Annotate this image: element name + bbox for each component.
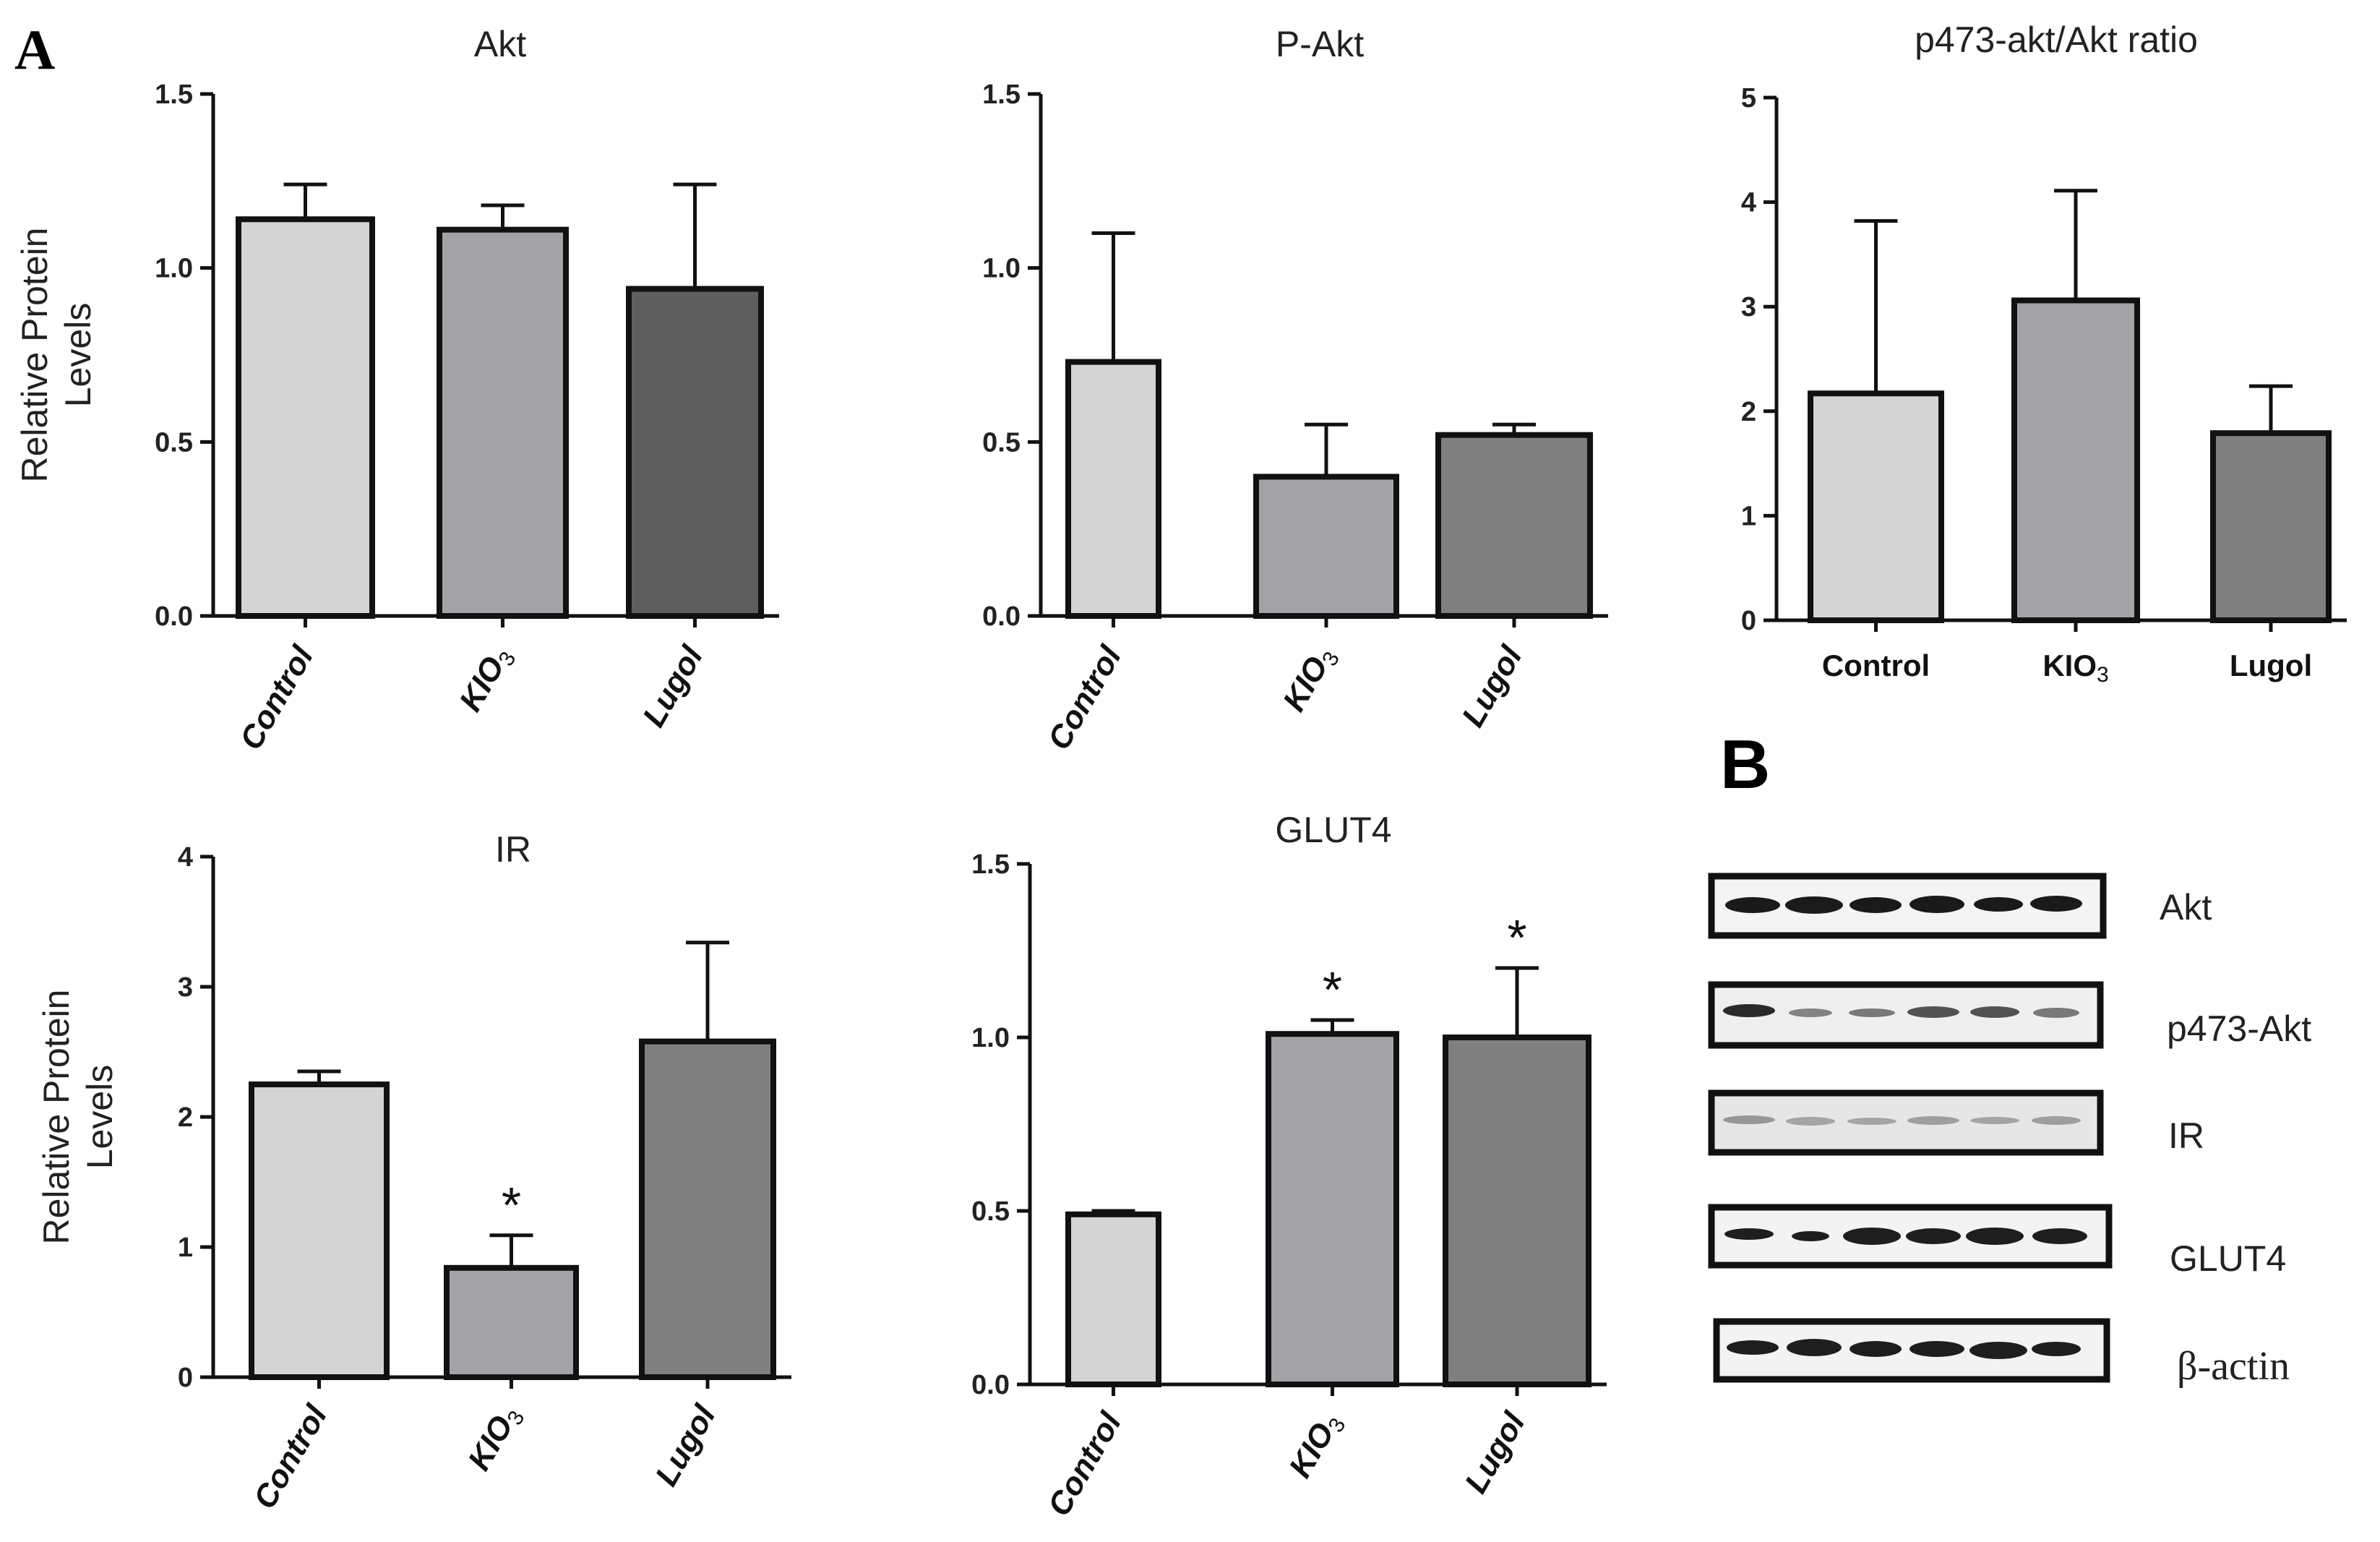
y-tick-label: 1.5 <box>982 80 1021 110</box>
panel-a-label: A <box>14 18 55 81</box>
bar-lugol <box>639 1038 776 1380</box>
y-tick-label: 0 <box>178 1363 193 1393</box>
y-tick-label: 2 <box>1741 397 1756 427</box>
y-tick-label: 1.0 <box>971 1023 1010 1053</box>
blot-label-p473-akt: p473-Akt <box>2167 1008 2311 1049</box>
chart-title: P-Akt <box>1276 24 1364 64</box>
bar-lugol <box>626 286 764 619</box>
y-tick-label: 0 <box>1741 606 1756 636</box>
category-label-control: Control <box>1822 648 1930 682</box>
western-blot-panel: Akt p473-Akt IR GLUT4 β-actin <box>1708 873 2311 1389</box>
category-text: Control <box>1822 648 1930 682</box>
y-tick-label: 4 <box>178 842 193 873</box>
y-tick-label: 3 <box>1741 292 1756 322</box>
category-text: Lugol <box>2230 648 2312 682</box>
bar-lugol <box>2210 430 2332 624</box>
blot-label-akt: Akt <box>2160 887 2212 928</box>
y-tick-label: 0.5 <box>971 1196 1010 1227</box>
y-axis-label-line-1: Relative Protein <box>14 228 55 483</box>
subscript-3: 3 <box>2097 663 2109 687</box>
blot-strip-glut4 <box>1708 1204 2113 1269</box>
y-tick-label: 4 <box>1741 188 1756 218</box>
blot-strip-beta-actin <box>1713 1318 2110 1383</box>
y-tick-label: 0.0 <box>155 601 193 632</box>
bar-lugol <box>1435 432 1593 619</box>
chart-title: IR <box>495 829 531 870</box>
chart-title: GLUT4 <box>1275 810 1391 850</box>
panel-b-label: B <box>1720 726 1770 803</box>
bar-control <box>1808 390 1944 624</box>
blot-label-ir: IR <box>2168 1115 2204 1156</box>
blot-strip-p473-akt <box>1708 981 2104 1049</box>
significance-star: * <box>502 1177 521 1233</box>
y-tick-label: 0.5 <box>155 427 193 458</box>
y-axis-label-line-2: Levels <box>80 1065 120 1170</box>
significance-star: * <box>1323 961 1342 1018</box>
y-tick-label: 1.5 <box>971 849 1010 880</box>
bar-control <box>1065 359 1161 619</box>
bar-kio <box>437 226 569 620</box>
y-tick-label: 1.0 <box>155 254 193 284</box>
blot-label-glut4: GLUT4 <box>2170 1238 2286 1279</box>
bar-control <box>249 1081 390 1380</box>
significance-star: * <box>1507 909 1526 966</box>
y-tick-label: 0.5 <box>982 427 1021 458</box>
y-axis-label: Relative ProteinLevels <box>36 990 120 1245</box>
bar-kio <box>2011 297 2140 623</box>
y-axis-label-line-2: Levels <box>58 303 98 408</box>
category-label-lugol: Lugol <box>2230 648 2312 682</box>
bar-control <box>236 216 375 619</box>
y-tick-label: 1.0 <box>982 254 1021 284</box>
bar-control <box>1065 1211 1161 1388</box>
y-tick-label: 0.0 <box>982 601 1021 632</box>
y-axis-label: Relative ProteinLevels <box>14 228 98 483</box>
y-tick-label: 0.0 <box>971 1370 1010 1400</box>
y-axis-label-line-1: Relative Protein <box>36 990 77 1245</box>
y-tick-label: 5 <box>1741 83 1756 113</box>
blot-label-beta-actin: β-actin <box>2177 1344 2290 1389</box>
y-tick-label: 1 <box>1741 501 1756 531</box>
bar-kio <box>1266 1031 1399 1387</box>
y-tick-label: 2 <box>178 1102 193 1133</box>
chart-title: Akt <box>474 24 526 64</box>
chart-title: p473-akt/Akt ratio <box>1915 20 2198 60</box>
blot-strip-akt <box>1708 873 2107 939</box>
y-tick-label: 3 <box>178 972 193 1003</box>
blot-strip-ir <box>1708 1089 2104 1156</box>
y-tick-label: 1 <box>178 1233 193 1263</box>
bar-kio <box>444 1264 579 1381</box>
bar-kio <box>1253 474 1399 620</box>
y-tick-label: 1.5 <box>155 80 193 110</box>
bar-lugol <box>1443 1035 1591 1387</box>
